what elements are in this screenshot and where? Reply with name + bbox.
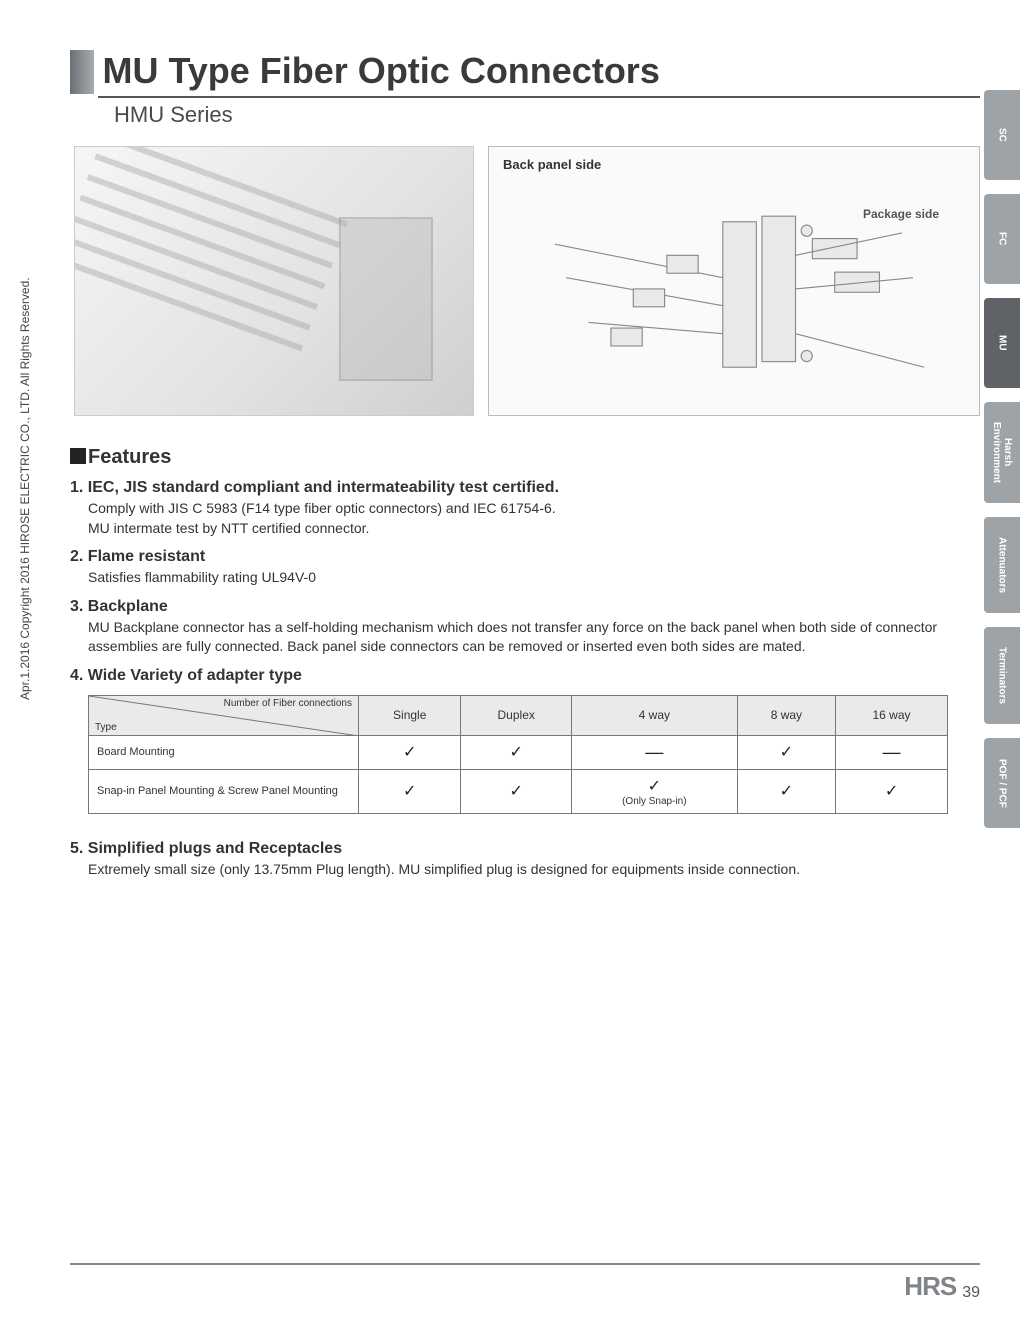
feature-4: 4. Wide Variety of adapter type xyxy=(70,667,980,685)
feature-2-body: Satisfies flammability rating UL94V-0 xyxy=(88,568,980,588)
feature-4-title: 4. Wide Variety of adapter type xyxy=(70,667,980,685)
side-tab-harsh-environment[interactable]: Harsh Environment xyxy=(984,402,1020,503)
image-row: Back panel side Package side xyxy=(74,146,980,416)
table-cell: — xyxy=(836,735,948,769)
footer: HRS 39 xyxy=(70,1263,980,1302)
features-list: 1. IEC, JIS standard compliant and inter… xyxy=(70,479,980,685)
row-label: Board Mounting xyxy=(89,735,359,769)
side-tab-sc[interactable]: SC xyxy=(984,90,1020,180)
col-single: Single xyxy=(359,695,461,735)
features-heading: Features xyxy=(70,446,980,469)
feature-5-title-text: Simplified plugs and Receptacles xyxy=(88,840,342,857)
col-8way: 8 way xyxy=(737,695,835,735)
feature-5-body: Extremely small size (only 13.75mm Plug … xyxy=(88,860,980,880)
title-tab-decoration xyxy=(70,50,94,94)
table-cell: ✓ xyxy=(737,735,835,769)
hrs-logo: HRS xyxy=(904,1271,956,1302)
table-cell: — xyxy=(571,735,737,769)
feature-1-title: 1. IEC, JIS standard compliant and inter… xyxy=(70,479,980,497)
feature-5: 5. Simplified plugs and Receptacles Extr… xyxy=(70,840,980,880)
heading-square-icon xyxy=(70,448,86,464)
main-title: MU Type Fiber Optic Connectors xyxy=(102,50,659,94)
table-cell: ✓ xyxy=(359,735,461,769)
footer-rule xyxy=(70,1263,980,1265)
feature-5-title: 5. Simplified plugs and Receptacles xyxy=(70,840,980,858)
feature-5-num: 5. xyxy=(70,840,83,857)
side-tabs: SC FC MU Harsh Environment Attenuators Termin… xyxy=(984,90,1020,828)
corner-bottom-label: Type xyxy=(95,722,117,733)
adapter-table: Number of Fiber connections Type Single … xyxy=(88,695,948,814)
col-duplex: Duplex xyxy=(461,695,572,735)
title-rule xyxy=(98,96,980,98)
corner-top-label: Number of Fiber connections xyxy=(224,698,352,709)
page-number: 39 xyxy=(962,1284,980,1302)
feature-3: 3. Backplane MU Backplane connector has a… xyxy=(70,598,980,657)
features-heading-text: Features xyxy=(88,446,171,468)
side-tab-pof-pcf[interactable]: POF / PCF xyxy=(984,738,1020,828)
title-block: MU Type Fiber Optic Connectors HMU Serie… xyxy=(70,50,980,128)
table-cell: ✓ xyxy=(359,769,461,813)
side-tab-terminators[interactable]: Terminators xyxy=(984,627,1020,724)
table-row: Board Mounting✓✓—✓— xyxy=(89,735,948,769)
side-tab-mu[interactable]: MU xyxy=(984,298,1020,388)
feature-1: 1. IEC, JIS standard compliant and inter… xyxy=(70,479,980,538)
diagram-box: Back panel side Package side xyxy=(488,146,980,416)
side-tab-attenuators[interactable]: Attenuators xyxy=(984,517,1020,613)
table-corner-cell: Number of Fiber connections Type xyxy=(89,695,359,735)
back-panel-label: Back panel side xyxy=(503,157,965,172)
table-cell: ✓(Only Snap-in) xyxy=(571,769,737,813)
col-4way: 4 way xyxy=(571,695,737,735)
product-photo xyxy=(74,146,474,416)
table-row: Snap-in Panel Mounting & Screw Panel Mou… xyxy=(89,769,948,813)
subtitle: HMU Series xyxy=(114,102,980,128)
table-cell: ✓ xyxy=(737,769,835,813)
feature-3-title: 3. Backplane xyxy=(70,598,980,616)
col-16way: 16 way xyxy=(836,695,948,735)
feature-2-title: 2. Flame resistant xyxy=(70,548,980,566)
table-cell: ✓ xyxy=(461,735,572,769)
feature-3-body: MU Backplane connector has a self-holdin… xyxy=(88,618,980,657)
row-label: Snap-in Panel Mounting & Screw Panel Mou… xyxy=(89,769,359,813)
side-tab-fc[interactable]: FC xyxy=(984,194,1020,284)
feature-1-body: Comply with JIS C 5983 (F14 type fiber o… xyxy=(88,499,980,538)
copyright-text: Apr.1.2016 Copyright 2016 HIROSE ELECTRI… xyxy=(18,277,32,700)
table-cell: ✓ xyxy=(836,769,948,813)
feature-2: 2. Flame resistant Satisfies flammability… xyxy=(70,548,980,588)
diagram-svg xyxy=(499,177,969,423)
table-cell: ✓ xyxy=(461,769,572,813)
